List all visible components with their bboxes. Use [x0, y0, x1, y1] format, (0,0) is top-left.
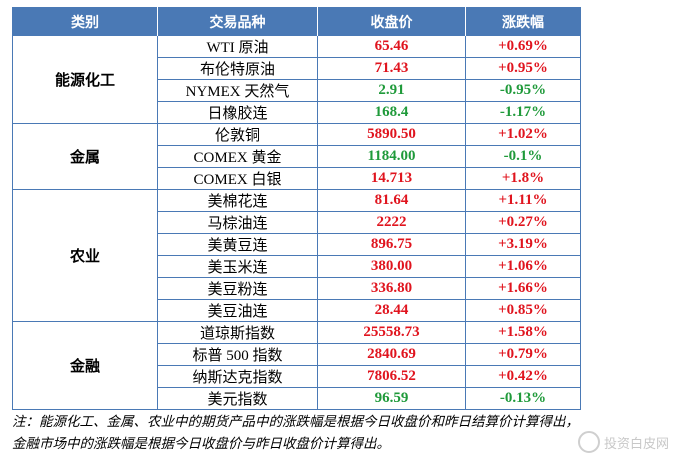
- table-row: 美黄豆连 896.75 +3.19%: [13, 233, 581, 256]
- close-price-cell: 2.91: [317, 79, 466, 102]
- close-price-cell: 5890.50: [317, 123, 466, 146]
- close-price-cell: 25558.73: [317, 321, 466, 344]
- category-cell: 能源化工: [12, 36, 158, 124]
- change-percent-cell: +0.95%: [465, 57, 581, 80]
- table-row: 日橡胶连 168.4 -1.17%: [13, 101, 581, 124]
- change-percent-cell: +0.27%: [465, 211, 581, 234]
- close-price-cell: 71.43: [317, 57, 466, 80]
- header-change: 涨跌幅: [465, 7, 581, 36]
- category-cell: 金属: [12, 123, 158, 190]
- table-row: NYMEX 天然气 2.91 -0.95%: [13, 79, 581, 102]
- product-cell: 布伦特原油: [157, 57, 318, 80]
- close-price-cell: 28.44: [317, 299, 466, 322]
- product-cell: 道琼斯指数: [157, 321, 318, 344]
- change-percent-cell: +1.11%: [465, 189, 581, 212]
- close-price-cell: 336.80: [317, 277, 466, 300]
- product-cell: 日橡胶连: [157, 101, 318, 124]
- close-price-cell: 1184.00: [317, 145, 466, 168]
- change-percent-cell: +3.19%: [465, 233, 581, 256]
- table-row: 金属 伦敦铜 5890.50 +1.02%: [12, 123, 581, 190]
- product-cell: 美玉米连: [157, 255, 318, 278]
- change-percent-cell: +0.85%: [465, 299, 581, 322]
- product-cell: 标普 500 指数: [157, 343, 318, 366]
- table-row: 美元指数 96.59 -0.13%: [13, 387, 581, 410]
- close-price-cell: 380.00: [317, 255, 466, 278]
- category-cell: 农业: [12, 189, 158, 322]
- category-cell: 金融: [12, 321, 158, 410]
- footnote: 注：能源化工、金属、农业中的期货产品中的涨跌幅是根据今日收盘价和昨日结算价计算得…: [12, 414, 579, 452]
- table-row: 金融 道琼斯指数 25558.73 +1.58%: [12, 321, 581, 410]
- close-price-cell: 168.4: [317, 101, 466, 124]
- table-row: 能源化工 WTI 原油 65.46 +0.69%: [12, 36, 581, 124]
- change-percent-cell: -0.95%: [465, 79, 581, 102]
- close-price-cell: 7806.52: [317, 365, 466, 388]
- product-cell: 马棕油连: [157, 211, 318, 234]
- change-percent-cell: -0.1%: [465, 145, 581, 168]
- close-price-cell: 96.59: [317, 387, 466, 410]
- product-cell: COMEX 白银: [157, 167, 318, 190]
- change-percent-cell: +0.42%: [465, 365, 581, 388]
- close-price-cell: 2840.69: [317, 343, 466, 366]
- change-percent-cell: +0.79%: [465, 343, 581, 366]
- change-percent-cell: +0.69%: [465, 36, 581, 58]
- change-percent-cell: -1.17%: [465, 101, 581, 124]
- watermark: 投资白皮网: [577, 431, 669, 453]
- product-cell: 美豆粉连: [157, 277, 318, 300]
- product-cell: 美黄豆连: [157, 233, 318, 256]
- close-price-cell: 14.713: [317, 167, 466, 190]
- table-row: COMEX 白银 14.713 +1.8%: [13, 167, 581, 190]
- product-cell: 纳斯达克指数: [157, 365, 318, 388]
- table-row: COMEX 黄金 1184.00 -0.1%: [13, 145, 581, 168]
- close-price-cell: 81.64: [317, 189, 466, 212]
- product-cell: WTI 原油: [157, 36, 318, 58]
- change-percent-cell: +1.66%: [465, 277, 581, 300]
- product-cell: 美棉花连: [157, 189, 318, 212]
- futures-table-container: 类别 交易品种 收盘价 涨跌幅 能源化工 WTI 原油 65.46 +0.69% 布伦特…: [12, 7, 581, 410]
- product-cell: 美豆油连: [157, 299, 318, 322]
- table-header-row: 类别 交易品种 收盘价 涨跌幅: [12, 7, 581, 36]
- header-category: 类别: [12, 7, 158, 36]
- table-row: 农业 美棉花连 81.64 +1.11%: [12, 189, 581, 322]
- table-row: 马棕油连 2222 +0.27%: [13, 211, 581, 234]
- table-row: 纳斯达克指数 7806.52 +0.42%: [13, 365, 581, 388]
- table-row: 美豆粉连 336.80 +1.66%: [13, 277, 581, 300]
- futures-quote-table: 类别 交易品种 收盘价 涨跌幅 能源化工 WTI 原油 65.46 +0.69% 布伦特…: [12, 7, 581, 410]
- close-price-cell: 896.75: [317, 233, 466, 256]
- product-cell: 美元指数: [157, 387, 318, 410]
- table-row: 美豆油连 28.44 +0.85%: [13, 299, 581, 322]
- change-percent-cell: +1.02%: [465, 123, 581, 146]
- change-percent-cell: +1.06%: [465, 255, 581, 278]
- header-close: 收盘价: [317, 7, 466, 36]
- table-row: 美玉米连 380.00 +1.06%: [13, 255, 581, 278]
- table-row: 布伦特原油 71.43 +0.95%: [13, 57, 581, 80]
- table-body: 能源化工 WTI 原油 65.46 +0.69% 布伦特原油 71.43 +0.95% NYM…: [12, 36, 581, 410]
- product-cell: 伦敦铜: [157, 123, 318, 146]
- product-cell: NYMEX 天然气: [157, 79, 318, 102]
- product-cell: COMEX 黄金: [157, 145, 318, 168]
- change-percent-cell: +1.58%: [465, 321, 581, 344]
- watermark-logo-icon: [577, 431, 600, 453]
- change-percent-cell: -0.13%: [465, 387, 581, 410]
- close-price-cell: 2222: [317, 211, 466, 234]
- watermark-text: 投资白皮网: [603, 436, 669, 452]
- table-row: 标普 500 指数 2840.69 +0.79%: [13, 343, 581, 366]
- close-price-cell: 65.46: [317, 36, 466, 58]
- header-product: 交易品种: [157, 7, 318, 36]
- change-percent-cell: +1.8%: [465, 167, 581, 190]
